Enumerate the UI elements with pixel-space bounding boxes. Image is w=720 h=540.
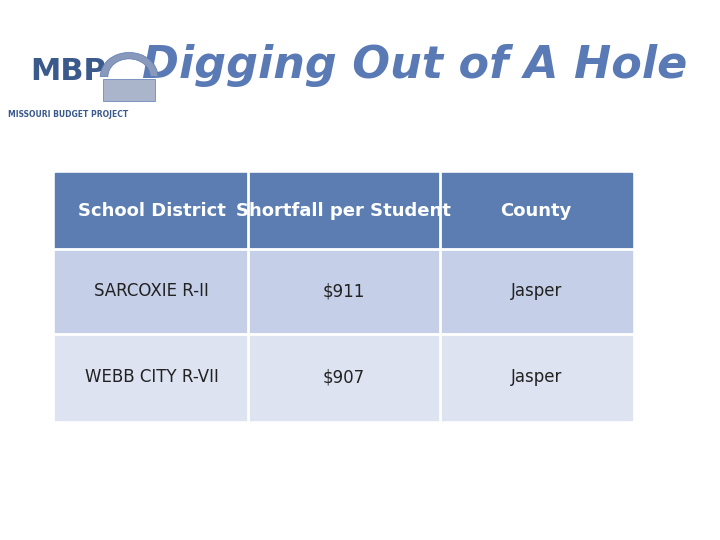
Text: WEBB CITY R-VII: WEBB CITY R-VII bbox=[84, 368, 218, 387]
Text: Jasper: Jasper bbox=[510, 282, 562, 300]
FancyBboxPatch shape bbox=[440, 173, 632, 248]
Text: Shortfall per Student: Shortfall per Student bbox=[236, 202, 451, 220]
FancyBboxPatch shape bbox=[248, 334, 440, 421]
Text: School District: School District bbox=[78, 202, 225, 220]
FancyBboxPatch shape bbox=[440, 248, 632, 334]
FancyBboxPatch shape bbox=[440, 334, 632, 421]
Text: MISSOURI BUDGET PROJECT: MISSOURI BUDGET PROJECT bbox=[8, 110, 128, 119]
FancyBboxPatch shape bbox=[104, 79, 155, 101]
FancyBboxPatch shape bbox=[248, 248, 440, 334]
Text: County: County bbox=[500, 202, 572, 220]
FancyBboxPatch shape bbox=[55, 334, 248, 421]
Text: SARCOXIE R-II: SARCOXIE R-II bbox=[94, 282, 209, 300]
Text: $907: $907 bbox=[323, 368, 365, 387]
Text: MBP: MBP bbox=[30, 57, 106, 86]
Wedge shape bbox=[100, 52, 158, 77]
FancyBboxPatch shape bbox=[55, 248, 248, 334]
FancyBboxPatch shape bbox=[55, 173, 248, 248]
FancyBboxPatch shape bbox=[248, 173, 440, 248]
Text: $911: $911 bbox=[323, 282, 365, 300]
Text: Jasper: Jasper bbox=[510, 368, 562, 387]
Text: Digging Out of A Hole: Digging Out of A Hole bbox=[142, 44, 687, 87]
